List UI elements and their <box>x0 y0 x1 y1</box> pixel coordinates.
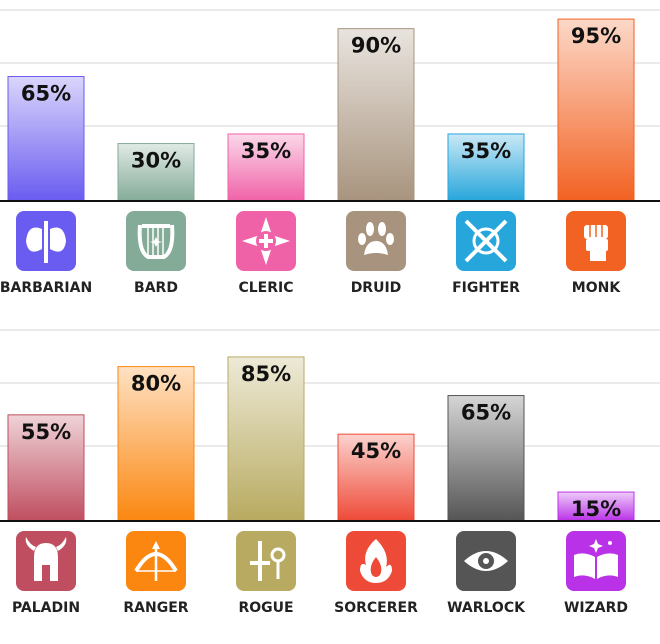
data-label: 45% <box>351 439 401 463</box>
crossed-swords-shield-icon <box>456 211 516 271</box>
bar-warlock <box>447 395 525 522</box>
holy-symbol-icon <box>236 211 296 271</box>
data-label: 15% <box>571 497 621 521</box>
category-label: RANGER <box>123 600 188 616</box>
data-label: 35% <box>461 139 511 163</box>
data-label: 85% <box>241 362 291 386</box>
bar-monk <box>557 18 635 202</box>
paw-icon <box>346 211 406 271</box>
category-label: MONK <box>572 280 622 296</box>
bar-barbarian <box>7 76 85 202</box>
data-label: 30% <box>131 149 181 173</box>
bar-cleric <box>227 133 305 202</box>
bar-druid <box>337 28 415 202</box>
bow-icon <box>126 531 186 591</box>
data-label: 65% <box>21 82 71 106</box>
category-label: BARBARIAN <box>0 280 92 296</box>
spellbook-icon <box>566 531 626 591</box>
bar-ranger <box>117 366 195 522</box>
category-label: DRUID <box>351 280 402 296</box>
category-label: ROGUE <box>238 600 293 616</box>
bar-sorcerer <box>337 433 415 522</box>
category-label: WARLOCK <box>447 600 526 616</box>
lyre-icon <box>126 211 186 271</box>
category-label: WIZARD <box>564 600 628 616</box>
category-label: SORCERER <box>334 600 418 616</box>
category-label: PALADIN <box>12 600 80 616</box>
fist-icon <box>566 211 626 271</box>
bar-wizard <box>557 491 635 522</box>
category-label: FIGHTER <box>452 280 520 296</box>
flame-icon <box>346 531 406 591</box>
dagger-key-icon <box>236 531 296 591</box>
bar-bard <box>117 143 195 202</box>
data-label: 90% <box>351 34 401 58</box>
data-label: 35% <box>241 139 291 163</box>
bar-paladin <box>7 414 85 522</box>
chart-panel-1: 65% BARBARIAN 30% BARD 35% CLERIC 90% DRUID 35% F… <box>0 9 660 296</box>
data-label: 80% <box>131 372 181 396</box>
category-label: BARD <box>134 280 178 296</box>
category-label: CLERIC <box>238 280 293 296</box>
data-label: 65% <box>461 401 511 425</box>
data-label: 95% <box>571 24 621 48</box>
eye-icon <box>456 531 516 591</box>
chart-panel-2: 55% PALADIN 80% RANGER 85% ROGUE 45% SORCERER 65… <box>0 329 660 616</box>
bar-fighter <box>447 133 525 202</box>
data-label: 55% <box>21 420 71 444</box>
helmet-icon <box>16 531 76 591</box>
bar-rogue <box>227 356 305 522</box>
double-axe-icon <box>16 211 76 271</box>
